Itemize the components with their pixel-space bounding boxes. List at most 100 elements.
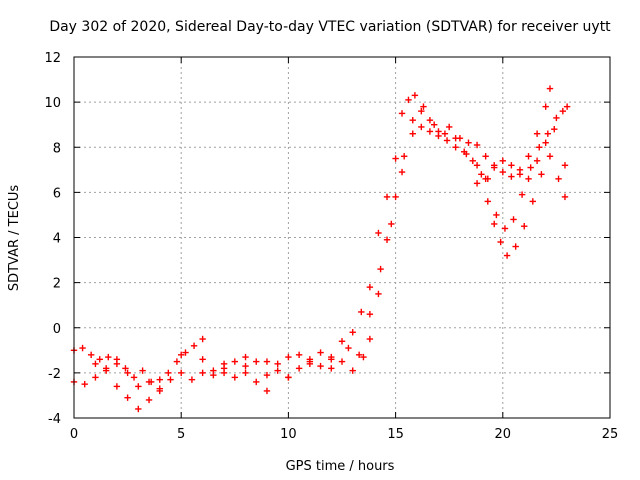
data-point: [102, 367, 110, 374]
data-point: [536, 144, 543, 151]
data-point: [105, 353, 112, 361]
data-point: [542, 139, 549, 146]
data-point: [484, 198, 491, 205]
data-point: [409, 116, 416, 124]
data-point: [360, 353, 367, 361]
data-point: [220, 369, 228, 377]
data-point: [377, 265, 384, 273]
data-point: [473, 141, 481, 149]
data-point: [508, 162, 515, 169]
y-tick-label: 8: [53, 141, 61, 156]
data-point: [527, 164, 534, 171]
data-point: [210, 371, 217, 379]
data-point: [398, 110, 406, 117]
data-point: [501, 225, 509, 232]
data-point: [145, 396, 153, 404]
data-point: [446, 123, 453, 131]
data-point: [538, 171, 545, 178]
data-point: [418, 107, 425, 115]
data-point: [263, 371, 271, 379]
data-point: [345, 344, 352, 352]
data-point: [328, 356, 335, 363]
data-point: [518, 191, 526, 198]
data-point: [199, 335, 206, 343]
data-point: [392, 155, 399, 162]
data-point: [426, 128, 434, 135]
y-tick-labels: -4 -2 0 2 4 6 8 10 12: [44, 51, 61, 427]
data-point: [182, 349, 189, 356]
x-tick-label: 25: [602, 427, 619, 442]
data-point: [130, 374, 138, 381]
data-point: [263, 387, 271, 395]
data-point: [463, 150, 470, 158]
data-point: [199, 356, 206, 363]
data-point: [499, 157, 506, 164]
axis-ticks: [73, 56, 611, 419]
y-tick-label: 6: [53, 186, 61, 201]
data-point: [563, 103, 571, 110]
data-point: [482, 153, 489, 160]
data-point: [491, 164, 498, 171]
data-point: [178, 369, 185, 377]
data-point: [491, 220, 498, 228]
data-point: [525, 175, 532, 183]
data-point: [420, 103, 427, 110]
x-tick-labels: 0 5 10 15 20 25: [70, 427, 618, 442]
data-point: [482, 175, 489, 183]
data-point: [317, 349, 324, 356]
data-point: [478, 171, 485, 178]
data-point: [435, 132, 442, 140]
data-point: [242, 362, 249, 370]
data-point: [546, 153, 554, 160]
y-axis-label: SDTVAR / TECUs: [7, 185, 22, 292]
data-point: [366, 311, 374, 318]
data-point: [139, 367, 146, 374]
data-point: [508, 173, 515, 180]
data-point: [452, 144, 459, 151]
data-point: [145, 378, 153, 386]
data-point: [411, 92, 419, 99]
data-point: [561, 193, 569, 201]
data-point: [383, 236, 391, 243]
chart-title: Day 302 of 2020, Sidereal Day-to-day VTE…: [49, 19, 611, 35]
series-track-a: [70, 92, 571, 386]
data-point: [92, 374, 99, 381]
data-point: [285, 374, 292, 381]
data-point: [285, 353, 292, 361]
data-point: [263, 358, 271, 365]
x-tick-label: 5: [177, 427, 185, 442]
data-point: [156, 376, 163, 383]
data-point: [165, 369, 172, 377]
data-point: [510, 216, 517, 223]
data-point: [96, 356, 103, 363]
data-point: [113, 383, 121, 390]
data-point: [190, 342, 198, 349]
data-point: [521, 223, 528, 230]
x-tick-label: 10: [280, 427, 297, 442]
data-point: [242, 369, 249, 377]
x-tick-label: 20: [495, 427, 512, 442]
data-point: [349, 329, 356, 336]
data-point: [135, 383, 142, 390]
y-tick-label: -2: [48, 367, 61, 382]
series-track-d: [473, 85, 554, 187]
data-point: [338, 358, 346, 365]
data-point: [516, 166, 524, 174]
data-point: [231, 358, 238, 365]
data-point: [366, 335, 374, 343]
data-point: [493, 211, 500, 219]
data-point: [124, 369, 131, 377]
data-point: [81, 380, 88, 388]
data-point: [555, 175, 562, 183]
data-point: [274, 367, 281, 374]
data-point: [173, 358, 181, 365]
data-point: [553, 114, 560, 122]
data-point: [551, 126, 558, 133]
data-point: [426, 116, 434, 124]
y-tick-label: 12: [44, 51, 61, 66]
data-point: [338, 338, 346, 345]
data-point: [400, 153, 408, 160]
x-tick-label: 0: [70, 427, 78, 442]
data-point: [231, 374, 238, 381]
data-point: [87, 351, 95, 359]
